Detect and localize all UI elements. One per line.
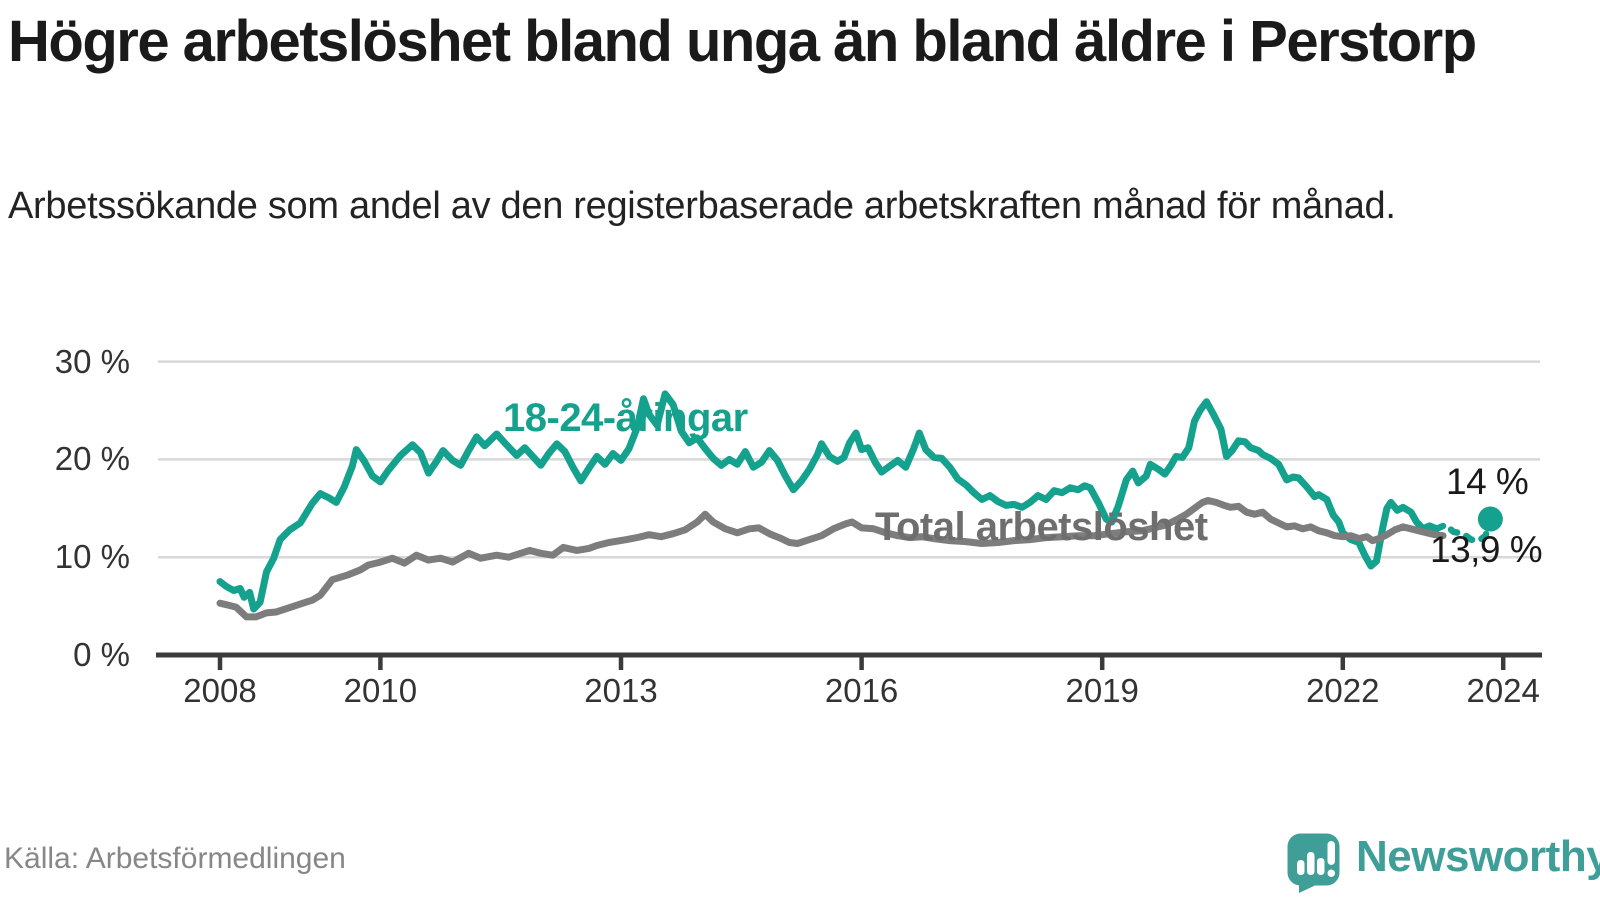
y-tick-label-30: 30 % bbox=[54, 342, 130, 380]
page-subtitle: Arbetssökande som andel av den registerb… bbox=[8, 185, 1396, 227]
brand-name: Newsworthy bbox=[1356, 832, 1600, 881]
x-tick-label-2010: 2010 bbox=[343, 672, 418, 709]
x-tick-label-2008: 2008 bbox=[183, 672, 257, 709]
end-value-label-young: 14 % bbox=[1446, 461, 1529, 502]
x-tick-label-2024: 2024 bbox=[1466, 672, 1540, 709]
end-value-label-total: 13,9 % bbox=[1430, 529, 1543, 570]
y-tick-label-20: 20 % bbox=[54, 440, 130, 478]
series-label-young: 18-24-åringar bbox=[503, 396, 748, 440]
series-line-dashed-young bbox=[1433, 515, 1494, 544]
x-tick-label-2016: 2016 bbox=[824, 672, 899, 709]
page-title: Högre arbetslöshet bland unga än bland ä… bbox=[8, 9, 1477, 74]
x-tick-label-2013: 2013 bbox=[584, 672, 658, 709]
x-tick-label-2019: 2019 bbox=[1065, 672, 1139, 709]
series-line-total bbox=[216, 497, 1447, 621]
brand-logo: Newsworthy bbox=[1286, 832, 1600, 894]
y-tick-label-0: 0 % bbox=[73, 636, 130, 673]
x-tick-label-2022: 2022 bbox=[1306, 672, 1380, 709]
series-line-young bbox=[216, 390, 1441, 613]
end-dot-young bbox=[1477, 506, 1503, 532]
series-label-total: Total arbetslöshet bbox=[875, 505, 1208, 549]
source-note: Källa: Arbetsförmedlingen bbox=[4, 842, 346, 875]
y-tick-label-10: 10 % bbox=[54, 538, 130, 576]
newsworthy-icon bbox=[1287, 833, 1340, 893]
